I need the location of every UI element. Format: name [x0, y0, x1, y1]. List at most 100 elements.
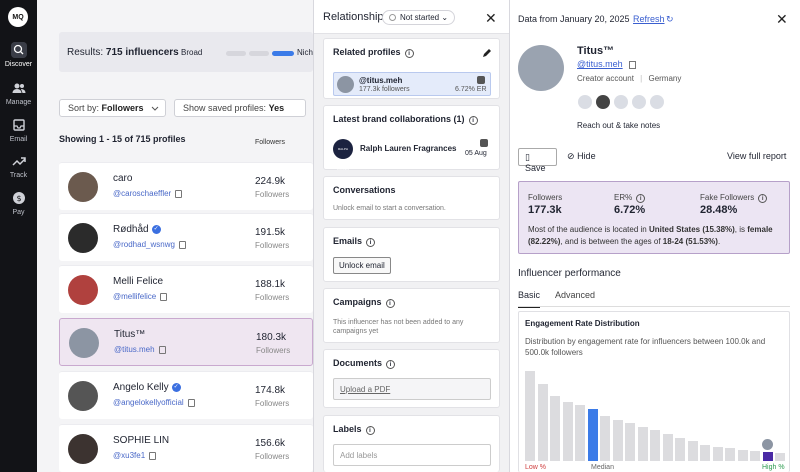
chevron-down-icon: ⌄: [441, 13, 449, 22]
slider-segment[interactable]: [226, 51, 246, 56]
copy-icon[interactable]: [187, 398, 195, 407]
save-button[interactable]: ▯ Save: [518, 148, 557, 173]
refresh-icon[interactable]: ↻: [666, 14, 674, 24]
brand-name[interactable]: Ralph Lauren Fragrances: [360, 144, 457, 153]
info-icon[interactable]: i: [386, 360, 396, 369]
unlock-email-button[interactable]: Unlock email: [333, 257, 391, 274]
info-icon[interactable]: i: [366, 238, 376, 247]
chart-bar: [687, 441, 698, 461]
info-icon[interactable]: i: [385, 299, 395, 308]
table-row[interactable]: Angelo Kelly ✓ @angelokellyofficial 174.8…: [59, 371, 313, 419]
avatar: [69, 328, 99, 358]
conversations-text: Unlock email to start a conversation.: [333, 205, 446, 212]
edit-icon[interactable]: [482, 48, 492, 58]
slider-segment-active[interactable]: [272, 51, 294, 56]
copy-icon[interactable]: [178, 240, 186, 249]
instagram-icon: [477, 76, 485, 84]
inbox-icon: [12, 119, 25, 131]
avatar: [68, 381, 98, 411]
info-icon[interactable]: i: [636, 194, 646, 203]
copy-icon[interactable]: [149, 451, 157, 460]
chart-bar: [737, 450, 748, 461]
summary-text: , and is between the ages of: [560, 237, 661, 246]
nav-manage[interactable]: Manage: [0, 80, 37, 106]
showing-count: Showing 1 - 15 of 715 profiles: [59, 134, 186, 144]
view-full-report-link[interactable]: View full report: [727, 151, 787, 161]
labels-input[interactable]: Add labels: [333, 444, 491, 466]
hide-button[interactable]: ⊘ Hide: [567, 151, 596, 162]
info-icon[interactable]: i: [404, 49, 414, 58]
upload-pdf-dropzone[interactable]: Upload a PDF: [333, 378, 491, 400]
table-row[interactable]: SOPHIE LIN @xu3fe1 156.6k Followers: [59, 424, 313, 472]
nav-label: Manage: [5, 99, 32, 106]
results-prefix: Results:: [67, 47, 104, 58]
table-row[interactable]: Rødhåd ✓ @rodhad_wsnwg 191.5k Followers: [59, 213, 313, 261]
nav-email[interactable]: Email: [0, 117, 37, 143]
app-logo[interactable]: MQ: [8, 7, 28, 27]
account-country: Germany: [648, 74, 682, 83]
related-profiles-card: Related profiles i @titus.meh 177.3k foll…: [323, 38, 500, 99]
refresh-link[interactable]: Refresh: [633, 14, 665, 24]
instagram-icon[interactable]: [596, 95, 610, 109]
influencer-name: Titus™: [114, 329, 146, 340]
influencer-handle[interactable]: @xu3fe1: [113, 451, 146, 460]
nav-label: Pay: [12, 209, 25, 216]
reach-out-link[interactable]: Reach out & take notes: [577, 121, 661, 130]
profile-handle-line: @titus.meh: [577, 59, 637, 69]
followers-label: Followers: [528, 193, 563, 202]
copy-icon[interactable]: [629, 60, 637, 69]
card-title: Documents: [333, 358, 383, 368]
status-dropdown[interactable]: Not started ⌄: [382, 10, 456, 25]
email-icon[interactable]: [578, 95, 592, 109]
influencer-handle[interactable]: @titus.meh: [114, 345, 155, 354]
handle-line: @xu3fe1: [113, 451, 157, 460]
chart-bar: [550, 396, 560, 461]
table-row-selected[interactable]: Titus™ @titus.meh 180.3k Followers: [59, 318, 313, 366]
influencer-handle[interactable]: @caroschaeffler: [113, 189, 172, 198]
chart-bar: [600, 416, 610, 461]
handle-line: @caroschaeffler: [113, 189, 183, 198]
copy-icon[interactable]: [158, 345, 166, 354]
location-icon[interactable]: [650, 95, 664, 109]
influencer-name: Rødhåd: [113, 224, 149, 235]
chart-bar: [775, 453, 785, 461]
copy-icon[interactable]: [160, 292, 168, 301]
sort-select[interactable]: Sort by: Followers: [59, 99, 166, 117]
svg-text:$: $: [16, 194, 21, 203]
related-profile-item[interactable]: @titus.meh 177.3k followers 6.72% ER: [333, 72, 491, 96]
profile-handle[interactable]: @titus.meh: [577, 59, 623, 69]
avatar: [337, 76, 354, 93]
saved-profiles-select[interactable]: Show saved profiles: Yes: [174, 99, 306, 117]
handle-line: @rodhad_wsnwg: [113, 240, 186, 249]
table-row[interactable]: caro @caroschaeffler 224.9k Followers: [59, 162, 313, 210]
copy-icon[interactable]: [175, 189, 183, 198]
handle-line: @titus.meh: [114, 345, 166, 354]
info-icon[interactable]: i: [758, 194, 768, 203]
table-row[interactable]: Melli Felice @mellifelice 188.1k Followe…: [59, 265, 313, 313]
tab-basic[interactable]: Basic: [518, 290, 541, 308]
summary-text: Most of the audience is located in: [528, 225, 647, 234]
card-title-line: Latest brand collaborations (1) i: [333, 114, 478, 125]
info-icon[interactable]: i: [468, 116, 478, 125]
avatar: [68, 223, 98, 253]
tiktok-icon[interactable]: [632, 95, 646, 109]
close-icon[interactable]: ✕: [776, 11, 788, 27]
chart-title: Engagement Rate Distribution: [525, 319, 640, 328]
close-icon[interactable]: ✕: [485, 10, 497, 26]
info-icon[interactable]: i: [365, 426, 375, 435]
nav-label: Discover: [4, 61, 33, 68]
influencer-handle[interactable]: @rodhad_wsnwg: [113, 240, 175, 249]
influencer-name: Angelo Kelly: [113, 382, 169, 393]
influencer-name: Melli Felice: [113, 276, 164, 287]
influencer-handle[interactable]: @angelokellyofficial: [113, 398, 184, 407]
chart-bar: [662, 434, 673, 461]
influencer-handle[interactable]: @mellifelice: [113, 292, 157, 301]
tab-advanced[interactable]: Advanced: [555, 290, 596, 300]
slider-segment[interactable]: [249, 51, 269, 56]
fake-label-line: Fake Followers i: [700, 193, 768, 203]
results-text: Results: 715 influencers: [67, 47, 179, 58]
nav-pay[interactable]: $ Pay: [0, 190, 37, 216]
youtube-icon[interactable]: [614, 95, 628, 109]
nav-discover[interactable]: Discover: [0, 42, 37, 68]
nav-track[interactable]: Track: [0, 153, 37, 179]
